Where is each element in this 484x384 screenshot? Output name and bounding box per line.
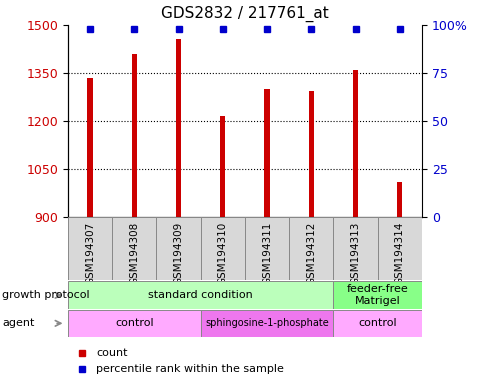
Bar (220, 116, 225, 217)
Text: feeder-free
Matrigel: feeder-free Matrigel (346, 284, 408, 306)
Bar (131, 54, 136, 217)
Bar (176, 40, 181, 217)
Text: percentile rank within the sample: percentile rank within the sample (96, 364, 284, 374)
Text: GSM194308: GSM194308 (129, 222, 139, 285)
Text: growth protocol: growth protocol (2, 290, 90, 300)
Bar (308, 91, 313, 217)
Title: GDS2832 / 217761_at: GDS2832 / 217761_at (161, 6, 328, 22)
Text: GSM194314: GSM194314 (394, 222, 404, 285)
Bar (87, 78, 92, 217)
Bar (68, 281, 333, 309)
Text: GSM194309: GSM194309 (173, 222, 183, 285)
Text: standard condition: standard condition (148, 290, 253, 300)
Bar (288, 217, 333, 280)
Bar (333, 281, 421, 309)
Bar (68, 217, 112, 280)
Bar (156, 217, 200, 280)
Text: GSM194307: GSM194307 (85, 222, 95, 285)
Bar (200, 217, 244, 280)
Bar (112, 217, 156, 280)
Bar (200, 310, 333, 337)
Bar (352, 70, 358, 217)
Text: GSM194312: GSM194312 (306, 222, 316, 285)
Text: GSM194311: GSM194311 (261, 222, 272, 285)
Bar (244, 217, 288, 280)
Text: control: control (115, 318, 153, 328)
Bar (264, 89, 269, 217)
Bar (333, 217, 377, 280)
Text: sphingosine-1-phosphate: sphingosine-1-phosphate (205, 318, 328, 328)
Text: count: count (96, 348, 127, 358)
Bar (396, 182, 402, 217)
Text: control: control (358, 318, 396, 328)
Text: GSM194313: GSM194313 (350, 222, 360, 285)
Bar (333, 310, 421, 337)
Text: agent: agent (2, 318, 35, 328)
Bar (68, 310, 200, 337)
Text: GSM194310: GSM194310 (217, 222, 227, 285)
Bar (377, 217, 421, 280)
